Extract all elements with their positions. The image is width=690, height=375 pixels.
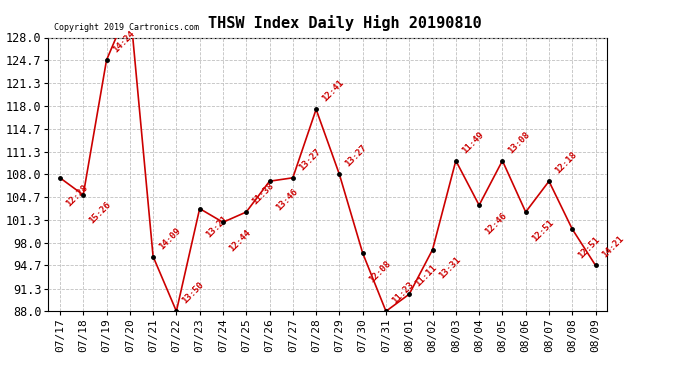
Text: 14:09: 14:09 bbox=[157, 226, 183, 251]
Text: 13:31: 13:31 bbox=[437, 255, 462, 280]
Text: 11:23: 11:23 bbox=[390, 280, 415, 306]
Text: 12:51: 12:51 bbox=[530, 217, 555, 243]
Text: 13:50: 13:50 bbox=[181, 280, 206, 306]
Text: 11:11: 11:11 bbox=[413, 263, 439, 289]
Text: 12:44: 12:44 bbox=[227, 228, 253, 253]
Text: 11:49: 11:49 bbox=[460, 130, 485, 155]
Text: 12:28: 12:28 bbox=[64, 183, 90, 209]
Text: Copyright 2019 Cartronics.com: Copyright 2019 Cartronics.com bbox=[54, 23, 199, 32]
Text: 12:51: 12:51 bbox=[576, 235, 602, 260]
Text: 11:38: 11:38 bbox=[250, 181, 276, 207]
Text: 14:24: 14:24 bbox=[110, 29, 136, 54]
Text: 12:18: 12:18 bbox=[553, 150, 578, 176]
Text: 13:27: 13:27 bbox=[297, 147, 322, 172]
Text: 13:21: 13:21 bbox=[204, 214, 229, 240]
Text: THSW  (°F): THSW (°F) bbox=[546, 27, 613, 37]
Text: 13:46: 13:46 bbox=[274, 187, 299, 212]
Text: 13:08: 13:08 bbox=[506, 130, 532, 155]
Text: 12:37: 12:37 bbox=[0, 374, 1, 375]
Text: 14:21: 14:21 bbox=[600, 234, 625, 260]
Text: 12:41: 12:41 bbox=[320, 78, 346, 104]
Text: 15:26: 15:26 bbox=[88, 201, 112, 226]
Text: 12:08: 12:08 bbox=[367, 259, 392, 284]
Text: 13:27: 13:27 bbox=[344, 144, 369, 169]
Text: 12:46: 12:46 bbox=[483, 211, 509, 236]
Text: THSW Index Daily High 20190810: THSW Index Daily High 20190810 bbox=[208, 15, 482, 31]
